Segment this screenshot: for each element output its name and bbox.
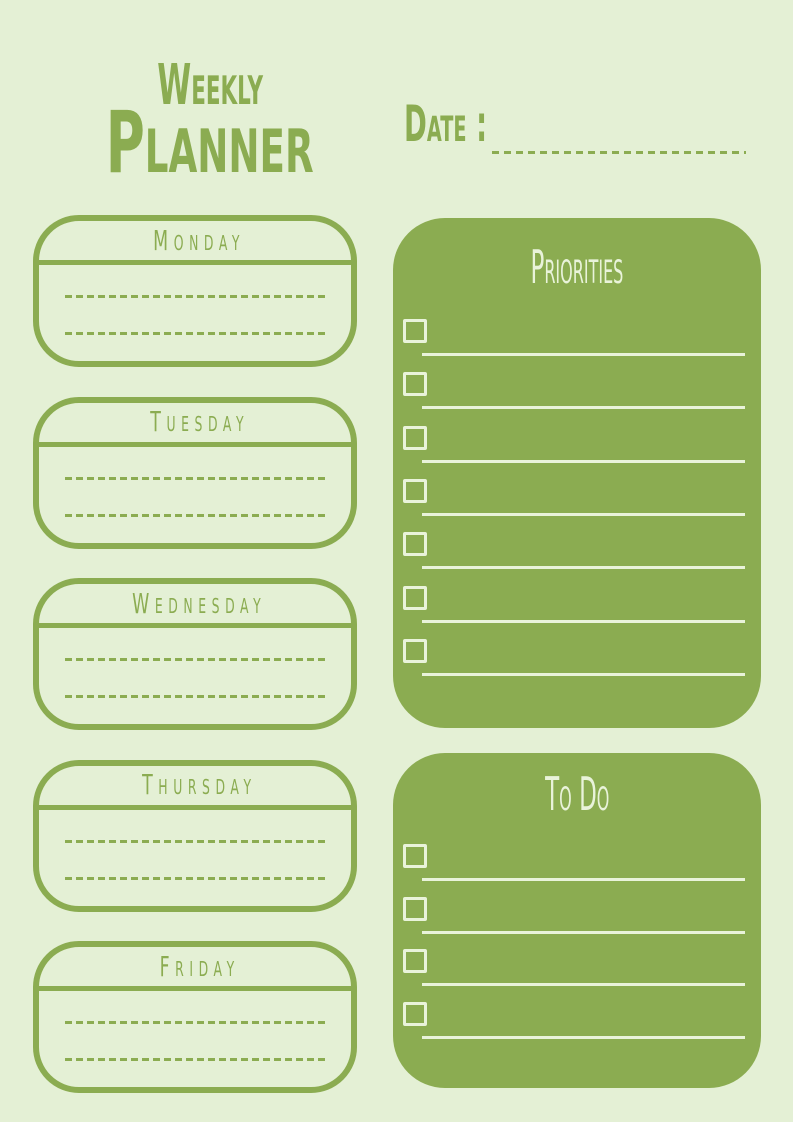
page-title-planner-text: Planner [106, 93, 314, 193]
day-label-text: Monday [153, 223, 246, 257]
priority-row [393, 639, 761, 692]
day-label-text: Tuesday [150, 405, 249, 438]
todo-title: To Do [393, 771, 761, 817]
priority-row [393, 319, 761, 372]
todo-row [393, 844, 761, 897]
todo-title-text: To Do [544, 767, 610, 821]
day-entry-line[interactable] [65, 1021, 325, 1024]
priorities-rows [393, 319, 761, 692]
priority-checkbox[interactable] [403, 639, 427, 664]
day-entry-line[interactable] [65, 1058, 325, 1061]
day-column: Monday Tuesday Wednesday Thursday Friday [33, 215, 357, 1093]
day-entry-line[interactable] [65, 695, 325, 698]
todo-checkbox[interactable] [403, 844, 427, 868]
date-fill-in-line[interactable] [492, 151, 746, 154]
day-entry-line[interactable] [65, 332, 325, 335]
todo-row [393, 1002, 761, 1055]
priority-write-line[interactable] [422, 459, 745, 463]
day-label: Tuesday [111, 408, 279, 436]
todo-rows [393, 844, 761, 1055]
todo-panel: To Do [393, 753, 761, 1088]
date-label: Date : [404, 99, 555, 149]
priorities-title: Priorities [393, 244, 761, 290]
day-entry-line[interactable] [65, 658, 325, 661]
day-entry-line[interactable] [65, 839, 325, 843]
day-card-thursday: Thursday [33, 759, 357, 912]
day-label: Wednesday [82, 586, 307, 620]
todo-write-line[interactable] [422, 983, 745, 987]
day-card-tuesday: Tuesday [33, 396, 357, 549]
day-header: Tuesday [39, 403, 351, 447]
priority-row [393, 585, 761, 639]
day-card-wednesday: Wednesday [33, 578, 357, 730]
page-title-line1: Weekly [0, 58, 420, 114]
day-header: Thursday [39, 766, 351, 810]
todo-checkbox[interactable] [403, 1002, 427, 1027]
priority-row [393, 479, 761, 532]
priority-checkbox[interactable] [403, 372, 427, 397]
todo-write-line[interactable] [422, 1036, 745, 1040]
day-header: Friday [39, 947, 351, 991]
priorities-title-text: Priorities [530, 240, 624, 294]
day-header: Monday [39, 221, 351, 265]
date-label-text: Date : [404, 95, 488, 153]
priority-write-line[interactable] [422, 353, 745, 356]
priority-write-line[interactable] [422, 673, 745, 677]
todo-row [393, 896, 761, 950]
day-label: Friday [126, 949, 264, 983]
todo-row [393, 949, 761, 1002]
day-entry-line[interactable] [65, 476, 325, 480]
priority-checkbox[interactable] [403, 479, 427, 504]
priority-checkbox[interactable] [403, 585, 427, 610]
priority-checkbox[interactable] [403, 425, 427, 450]
day-entry-line[interactable] [65, 513, 325, 517]
day-header: Wednesday [39, 584, 351, 628]
day-card-friday: Friday [33, 941, 357, 1093]
priority-write-line[interactable] [422, 406, 745, 410]
day-entry-line[interactable] [65, 295, 325, 298]
priority-write-line[interactable] [422, 513, 745, 517]
priority-write-line[interactable] [422, 566, 745, 570]
priority-checkbox[interactable] [403, 532, 427, 557]
todo-checkbox[interactable] [403, 896, 427, 921]
todo-write-line[interactable] [422, 878, 745, 881]
priority-write-line[interactable] [422, 619, 745, 623]
day-label-text: Wednesday [132, 586, 267, 620]
day-card-monday: Monday [33, 215, 357, 367]
day-label-text: Friday [159, 949, 240, 983]
priorities-panel: Priorities [393, 218, 761, 728]
priority-row [393, 425, 761, 479]
page-title-line2: Planner [0, 100, 420, 186]
page-title-weekly-text: Weekly [157, 53, 263, 118]
priority-row [393, 372, 761, 425]
day-label: Monday [116, 223, 273, 257]
todo-write-line[interactable] [422, 930, 745, 934]
day-label: Thursday [98, 771, 292, 799]
priority-checkbox[interactable] [403, 319, 427, 343]
todo-checkbox[interactable] [403, 949, 427, 974]
priority-row [393, 532, 761, 585]
day-label-text: Thursday [142, 768, 257, 801]
day-entry-line[interactable] [65, 876, 325, 880]
